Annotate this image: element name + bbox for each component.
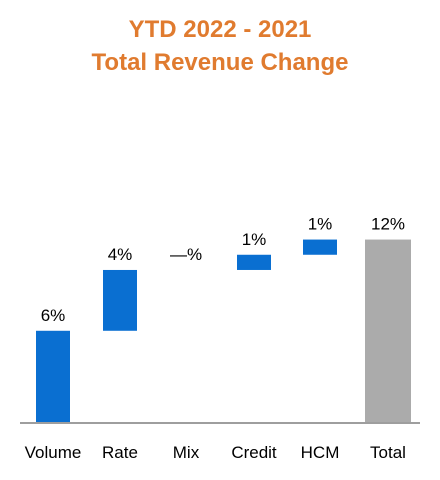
x-tick-label-total: Total (370, 443, 406, 462)
x-tick-label-hcm: HCM (301, 443, 340, 462)
x-tick-label-mix: Mix (173, 443, 200, 462)
chart-title-line-1: YTD 2022 - 2021 (128, 16, 312, 43)
data-label-mix: —% (170, 245, 202, 264)
x-tick-label-rate: Rate (102, 443, 138, 462)
bar-rate (103, 269, 137, 331)
x-tick-label-credit: Credit (231, 443, 277, 462)
data-label-volume: 6% (41, 306, 66, 325)
bar-credit (237, 254, 271, 270)
bar-hcm (303, 239, 337, 255)
x-tick-label-volume: Volume (25, 443, 82, 462)
data-label-rate: 4% (108, 245, 133, 264)
data-label-total: 12% (371, 215, 405, 234)
data-label-hcm: 1% (308, 215, 333, 234)
bar-total (365, 239, 411, 422)
chart-title-line-2: Total Revenue Change (91, 49, 349, 76)
bar-volume (36, 330, 70, 422)
data-label-credit: 1% (242, 230, 267, 249)
